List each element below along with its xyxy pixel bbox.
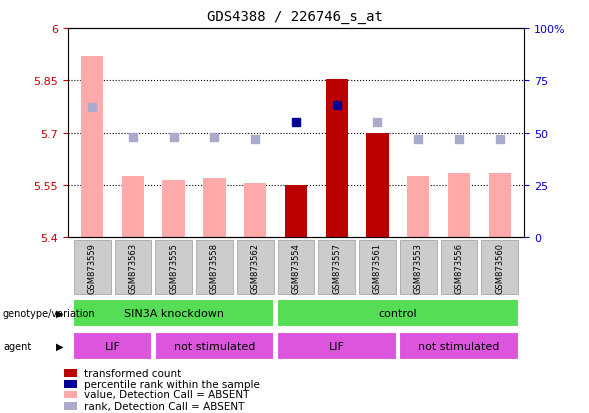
Bar xyxy=(64,402,77,410)
Bar xyxy=(163,180,185,237)
Text: ▶: ▶ xyxy=(56,341,64,351)
FancyBboxPatch shape xyxy=(441,241,477,294)
FancyBboxPatch shape xyxy=(74,241,111,294)
Bar xyxy=(64,391,77,399)
Text: GSM873558: GSM873558 xyxy=(210,242,219,293)
Point xyxy=(128,134,138,141)
Bar xyxy=(407,177,429,237)
Text: genotype/variation: genotype/variation xyxy=(3,308,95,318)
Bar xyxy=(73,299,274,327)
Point xyxy=(250,136,260,143)
Text: rank, Detection Call = ABSENT: rank, Detection Call = ABSENT xyxy=(84,401,244,411)
Text: GSM873562: GSM873562 xyxy=(251,242,260,293)
Text: control: control xyxy=(379,308,417,318)
Text: GSM873559: GSM873559 xyxy=(88,242,97,293)
Text: not stimulated: not stimulated xyxy=(174,341,255,351)
Bar xyxy=(81,57,104,237)
Bar xyxy=(64,380,77,388)
FancyBboxPatch shape xyxy=(359,241,396,294)
Text: SIN3A knockdown: SIN3A knockdown xyxy=(124,308,224,318)
Text: agent: agent xyxy=(3,341,31,351)
Text: GSM873563: GSM873563 xyxy=(128,242,137,293)
Point xyxy=(88,105,97,112)
Text: GSM873554: GSM873554 xyxy=(292,242,300,293)
Point xyxy=(413,136,423,143)
Bar xyxy=(244,184,266,237)
Text: transformed count: transformed count xyxy=(84,368,181,378)
Bar xyxy=(73,332,152,360)
Bar xyxy=(64,369,77,377)
Bar xyxy=(284,185,307,237)
Point xyxy=(292,119,301,126)
Point xyxy=(495,136,504,143)
Text: value, Detection Call = ABSENT: value, Detection Call = ABSENT xyxy=(84,389,249,399)
FancyBboxPatch shape xyxy=(115,241,151,294)
FancyBboxPatch shape xyxy=(319,241,355,294)
Point xyxy=(169,134,178,141)
Bar xyxy=(154,332,274,360)
Text: GSM873553: GSM873553 xyxy=(413,242,423,293)
FancyBboxPatch shape xyxy=(196,241,233,294)
Text: ▶: ▶ xyxy=(56,308,64,318)
Point xyxy=(373,119,382,126)
FancyBboxPatch shape xyxy=(237,241,273,294)
Bar xyxy=(488,173,511,237)
Point xyxy=(454,136,464,143)
Point xyxy=(210,134,219,141)
Text: not stimulated: not stimulated xyxy=(418,341,499,351)
FancyBboxPatch shape xyxy=(400,241,436,294)
Text: GSM873557: GSM873557 xyxy=(332,242,341,293)
Text: GSM873561: GSM873561 xyxy=(373,242,382,293)
Bar xyxy=(203,178,226,237)
FancyBboxPatch shape xyxy=(481,241,518,294)
Text: percentile rank within the sample: percentile rank within the sample xyxy=(84,379,260,389)
Bar xyxy=(277,299,519,327)
Point xyxy=(332,103,342,109)
Text: LIF: LIF xyxy=(105,341,121,351)
Bar xyxy=(122,177,144,237)
FancyBboxPatch shape xyxy=(277,241,315,294)
Bar xyxy=(277,332,396,360)
FancyBboxPatch shape xyxy=(155,241,192,294)
Bar xyxy=(326,79,348,237)
Text: GSM873560: GSM873560 xyxy=(495,242,504,293)
Bar xyxy=(366,133,389,237)
Text: GSM873556: GSM873556 xyxy=(455,242,464,293)
Text: GSM873555: GSM873555 xyxy=(169,242,178,293)
Text: LIF: LIF xyxy=(329,341,345,351)
Text: GDS4388 / 226746_s_at: GDS4388 / 226746_s_at xyxy=(207,10,382,24)
Bar xyxy=(399,332,519,360)
Bar xyxy=(448,173,470,237)
